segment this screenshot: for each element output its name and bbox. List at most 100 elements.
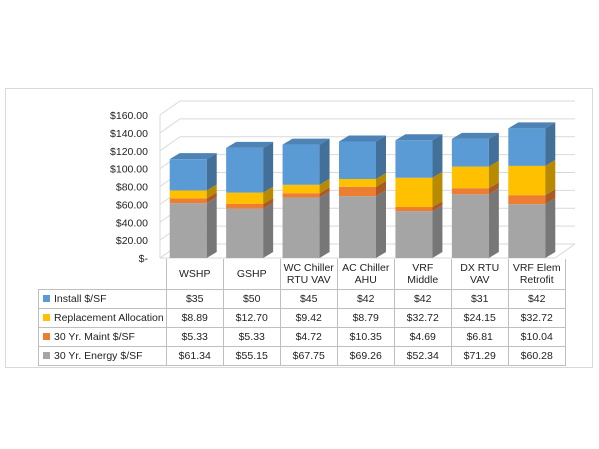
data-label: $42: [393, 289, 452, 309]
data-label: $42: [336, 289, 395, 309]
chart-frame: [5, 88, 593, 368]
bar-stack: [451, 132, 499, 258]
bar-segment-side: [488, 188, 499, 258]
data-label: $69.26: [336, 346, 395, 366]
bar-segment-side: [432, 134, 443, 178]
category-label: VRF Elem Retrofit: [507, 259, 566, 290]
bar-stack: [226, 141, 274, 258]
bar-segment-side: [206, 153, 217, 191]
bar-segment: [508, 195, 546, 205]
bar-segment-side: [432, 171, 443, 208]
category-label: WC Chiller RTU VAV: [279, 259, 338, 290]
data-label: $60.28: [507, 346, 566, 366]
bars: [169, 122, 556, 258]
data-label: $4.72: [279, 327, 338, 347]
bar-top: [226, 141, 274, 148]
bar-segment: [339, 186, 376, 197]
data-label: $8.79: [336, 308, 395, 328]
table-header-row: WSHP GSHP WC Chiller RTU VAV AC Chiller AHU…: [39, 259, 566, 290]
bar-stack: [282, 138, 330, 258]
data-label: $4.69: [393, 327, 452, 347]
bar-segment: [226, 147, 264, 193]
data-label: $52.34: [393, 346, 452, 366]
bar-segment-side: [432, 201, 443, 212]
table-row: Install $/SF $35 $50 $45 $42 $42 $31 $42: [38, 289, 566, 309]
bar-segment-side: [545, 122, 556, 166]
legend-entry: 30 Yr. Energy $/SF: [38, 346, 167, 366]
bar-segment: [169, 190, 207, 199]
bar-segment: [282, 193, 320, 198]
data-label: $31: [450, 289, 509, 309]
bar-segment: [395, 207, 433, 212]
bar-segment: [451, 194, 489, 258]
bar-segment: [169, 203, 207, 258]
y-tick-label: $20.00: [116, 235, 148, 247]
bar-top: [508, 122, 556, 129]
gridline-depth: [159, 118, 181, 134]
bar-stack: [169, 153, 217, 258]
bar-segment: [169, 159, 207, 191]
data-label: $67.75: [279, 346, 338, 366]
data-label: $61.34: [165, 346, 224, 366]
data-label: $71.29: [450, 346, 509, 366]
legend-swatch: [43, 314, 50, 321]
table-row: 30 Yr. Maint $/SF $5.33 $5.33 $4.72 $10.35 $4…: [38, 327, 566, 347]
y-tick-label: $60.00: [116, 199, 148, 211]
bar-segment: [169, 198, 207, 204]
bar-segment: [395, 177, 433, 208]
bar-segment-side: [376, 172, 386, 187]
bar-segment-side: [319, 178, 330, 194]
y-axis-ticks: $- $20.00 $40.00 $60.00 $80.00 $100.00 $120.00…: [110, 110, 148, 265]
category-label: GSHP: [222, 259, 281, 290]
bar-segment-side: [206, 184, 217, 199]
legend-entry: Install $/SF: [38, 289, 167, 309]
bar-segment-side: [432, 205, 443, 258]
data-label: $24.15: [450, 308, 509, 328]
category-label: AC Chiller AHU: [336, 259, 395, 290]
bar-top: [451, 132, 499, 139]
bar-segment-side: [206, 197, 217, 258]
bar-segment: [451, 188, 489, 195]
bar-segment: [282, 197, 320, 258]
bar-segment-side: [488, 182, 499, 195]
category-label: WSHP: [165, 259, 224, 290]
data-label: $42: [507, 289, 566, 309]
gridline-depth: [159, 100, 181, 116]
data-table: WSHP GSHP WC Chiller RTU VAV AC Chiller AHU…: [38, 259, 566, 366]
y-tick-label: $80.00: [116, 182, 148, 194]
bar-top: [169, 153, 217, 160]
bar-top: [395, 134, 443, 141]
table-row: Replacement Allocation $8.89 $12.70 $9.42 $8…: [38, 308, 566, 328]
bar-segment: [508, 165, 546, 196]
bar-segment: [451, 166, 489, 189]
data-label: $32.72: [393, 308, 452, 328]
bar-segment-side: [263, 141, 274, 193]
bar-segment-side: [263, 202, 274, 258]
bar-segment-side: [263, 186, 274, 204]
data-label: $35: [165, 289, 224, 309]
bar-segment-side: [545, 189, 556, 205]
bar-segment-side: [488, 160, 499, 189]
data-label: $45: [279, 289, 338, 309]
category-label: VRF Middle: [393, 259, 452, 290]
series-name: 30 Yr. Maint $/SF: [54, 331, 135, 343]
legend-entry: Replacement Allocation: [38, 308, 167, 328]
legend-swatch: [43, 333, 50, 340]
legend-entry: 30 Yr. Maint $/SF: [38, 327, 167, 347]
y-tick-label: $140.00: [110, 128, 148, 140]
data-label: $6.81: [450, 327, 509, 347]
floor-edge-right: [554, 243, 576, 259]
table-row: 30 Yr. Energy $/SF $61.34 $55.15 $67.75 $69.…: [38, 346, 566, 366]
table-corner: [39, 259, 167, 290]
bar-segment: [226, 192, 264, 204]
bar-segment: [226, 203, 264, 209]
bar-segment-side: [319, 187, 330, 198]
bar-top: [339, 135, 386, 142]
bar-stack: [395, 134, 443, 258]
data-label: $10.04: [507, 327, 566, 347]
bar-segment-side: [263, 197, 274, 209]
legend-swatch: [43, 352, 50, 359]
y-tick-label: $-: [139, 253, 149, 265]
bar-segment-side: [206, 192, 217, 204]
